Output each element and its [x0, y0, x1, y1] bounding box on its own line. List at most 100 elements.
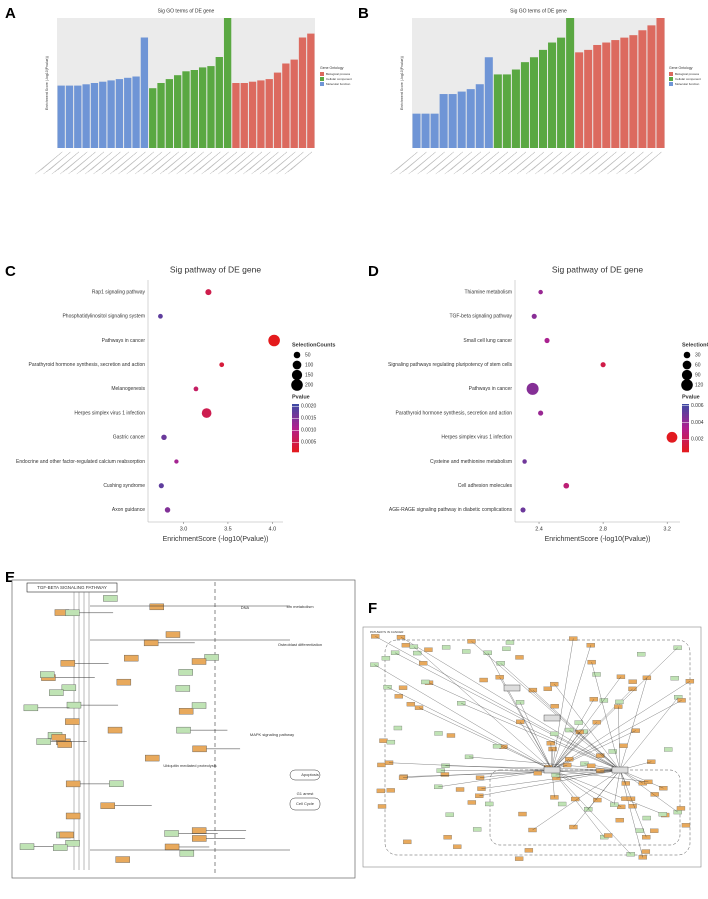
x-tick-label-placeholder — [625, 151, 653, 175]
color-bar-segment — [682, 434, 689, 437]
gene-box — [191, 702, 207, 709]
y-tick-label: Herpes simplex virus 1 infection — [441, 435, 512, 441]
color-bar-segment — [682, 406, 689, 409]
y-tick-label: Parathyroid hormone synthesis, secretion… — [396, 410, 513, 416]
bar — [174, 75, 182, 148]
color-bar-segment — [682, 420, 689, 423]
gene-box — [124, 654, 139, 662]
bar — [629, 35, 638, 148]
gene-box — [381, 656, 391, 661]
bar — [493, 74, 502, 148]
color-bar-segment — [682, 450, 689, 453]
y-axis-label: Enrichment Score (-log10(Pvalue)) — [45, 56, 49, 110]
gene-box — [143, 639, 159, 647]
x-tick-label-placeholder — [68, 151, 96, 175]
dot — [219, 362, 225, 368]
size-legend-label: 60 — [695, 362, 701, 368]
gene-box — [628, 804, 637, 809]
y-tick-label: Pathways in cancer — [469, 386, 513, 392]
dot — [158, 313, 163, 319]
color-bar-segment — [682, 412, 689, 415]
y-tick-label: Cysteine and methionine metabolism — [430, 459, 512, 465]
gene-box — [615, 699, 624, 705]
gene-box — [401, 643, 411, 648]
x-tick-label-placeholder — [462, 151, 490, 175]
size-legend-dot — [291, 379, 303, 391]
interaction-arrow — [614, 769, 621, 805]
color-tick-label: 0.006 — [691, 403, 704, 409]
panel-letter: E — [5, 569, 15, 586]
interaction-arrow — [438, 769, 553, 788]
interaction-arrow — [500, 663, 621, 771]
bar — [223, 18, 232, 148]
interaction-arrow — [551, 638, 574, 771]
size-legend-label: 50 — [305, 352, 311, 358]
interaction-arrow — [403, 769, 621, 777]
gene-box — [116, 678, 132, 686]
gene-box — [455, 787, 465, 792]
gene-box — [650, 828, 659, 833]
x-tick-label-placeholder — [489, 151, 518, 175]
x-tick-label-placeholder — [134, 151, 163, 175]
gene-box — [424, 647, 433, 652]
interaction-arrow — [591, 662, 621, 771]
chart-title: Sig pathway of DE gene — [552, 264, 643, 274]
x-tick-label-placeholder — [543, 151, 572, 175]
legend-label: Biological process — [675, 72, 700, 76]
bar — [165, 79, 174, 148]
y-tick-label: Small cell lung cancer — [463, 338, 512, 344]
dot — [563, 482, 570, 489]
panel-letter: F — [368, 600, 377, 617]
color-bar-segment — [292, 404, 299, 407]
dot — [161, 434, 167, 441]
gene-box — [377, 762, 386, 768]
dot — [600, 362, 606, 368]
color-bar-segment — [682, 410, 689, 413]
color-bar-segment — [292, 448, 299, 451]
color-tick-label: 0.0020 — [301, 404, 317, 410]
y-tick-label: Signaling pathways regulating pluripoten… — [388, 362, 512, 368]
gene-box — [574, 720, 583, 725]
color-bar-segment — [682, 428, 689, 431]
x-tick-label-placeholder — [553, 151, 581, 175]
legend-label: Cellular component — [675, 77, 701, 81]
chart-title: Sig GO terms of DE gene — [510, 8, 567, 14]
gene-box — [571, 796, 580, 802]
interaction-arrow — [471, 641, 621, 771]
dot — [666, 431, 678, 443]
legend-swatch — [669, 82, 673, 86]
gene-box — [592, 672, 601, 677]
color-tick-label: 0.0005 — [301, 440, 317, 446]
x-tick-label-placeholder — [525, 151, 554, 175]
gene-box — [204, 654, 219, 661]
bar — [466, 89, 475, 148]
gene-box — [386, 788, 395, 793]
bar — [430, 113, 439, 148]
bar — [157, 83, 165, 148]
dot — [268, 334, 280, 347]
color-bar-segment — [292, 432, 299, 435]
size-legend-label: 120 — [695, 382, 704, 388]
x-tick-label-placeholder — [243, 151, 271, 175]
gene-box — [60, 660, 76, 667]
interaction-arrow — [479, 769, 621, 796]
x-tick-label-placeholder — [444, 151, 472, 175]
bar — [298, 37, 307, 148]
size-legend-label: 30 — [695, 352, 701, 358]
size-legend-title: SelectionCounts — [682, 342, 708, 348]
bar — [198, 67, 207, 148]
gene-box — [434, 731, 443, 736]
gene-box — [421, 679, 430, 685]
bar — [448, 94, 457, 148]
interaction-arrow — [374, 664, 553, 771]
color-bar-segment — [292, 408, 299, 411]
size-legend-dot — [681, 379, 693, 391]
y-tick-label: Pathways in cancer — [102, 338, 146, 344]
gene-box — [109, 780, 124, 787]
x-tick-label-placeholder — [498, 151, 527, 175]
legend-label: Cellular component — [326, 77, 352, 81]
interaction-arrow — [551, 681, 690, 771]
color-bar-segment — [292, 426, 299, 429]
gene-box — [192, 835, 207, 842]
